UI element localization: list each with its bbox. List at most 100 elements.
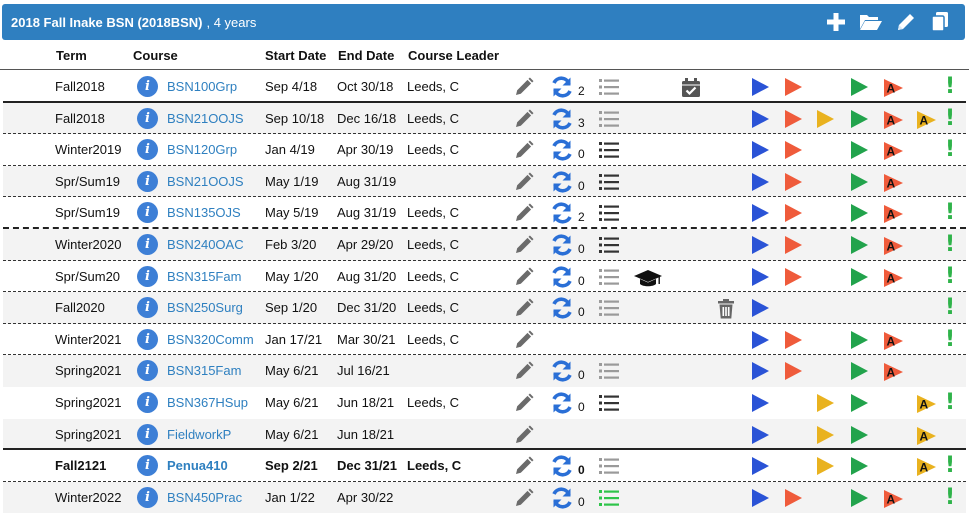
info-icon[interactable]: i xyxy=(137,297,158,319)
alert-exclamation-icon[interactable]: ! xyxy=(944,105,956,131)
course-link[interactable]: BSN315Fam xyxy=(167,268,242,284)
list-icon[interactable] xyxy=(598,489,620,510)
edit-pencil-icon[interactable] xyxy=(513,109,535,132)
play-red-a-icon[interactable]: A xyxy=(882,361,906,386)
course-link[interactable]: BSN250Surg xyxy=(167,300,243,316)
play-red-icon[interactable] xyxy=(785,330,802,349)
copy-icon[interactable] xyxy=(929,11,951,33)
sync-icon[interactable] xyxy=(549,454,575,481)
edit-pencil-icon[interactable] xyxy=(513,298,535,321)
alert-exclamation-icon[interactable]: ! xyxy=(944,326,956,352)
play-blue-icon[interactable] xyxy=(752,235,769,254)
alert-exclamation-icon[interactable]: ! xyxy=(944,295,956,321)
sync-icon[interactable] xyxy=(549,391,575,418)
play-yellow-a-icon[interactable]: A xyxy=(915,109,939,134)
edit-pencil-icon[interactable] xyxy=(513,235,535,258)
list-icon[interactable] xyxy=(598,173,620,194)
play-blue-icon[interactable] xyxy=(752,457,769,476)
course-link[interactable]: BSN240OAC xyxy=(167,236,244,252)
edit-pencil-icon[interactable] xyxy=(513,488,535,511)
course-link[interactable]: BSN320Comm xyxy=(167,331,254,347)
edit-pencil-icon[interactable] xyxy=(513,361,535,384)
info-icon[interactable]: i xyxy=(137,139,158,161)
alert-exclamation-icon[interactable]: ! xyxy=(944,389,956,415)
play-red-a-icon[interactable]: A xyxy=(882,235,906,260)
alert-exclamation-icon[interactable]: ! xyxy=(944,231,956,257)
alert-exclamation-icon[interactable]: ! xyxy=(944,484,956,510)
play-green-icon[interactable] xyxy=(851,330,868,349)
play-blue-icon[interactable] xyxy=(752,393,769,412)
play-red-a-icon[interactable]: A xyxy=(882,488,906,513)
alert-exclamation-icon[interactable]: ! xyxy=(944,74,956,99)
graduation-cap-icon[interactable] xyxy=(633,267,663,292)
list-icon[interactable] xyxy=(598,299,620,320)
play-green-icon[interactable] xyxy=(851,457,868,476)
edit-pencil-icon[interactable] xyxy=(513,456,535,479)
list-icon[interactable] xyxy=(598,236,620,257)
play-green-icon[interactable] xyxy=(851,362,868,381)
play-green-icon[interactable] xyxy=(851,141,868,160)
edit-pencil-icon[interactable] xyxy=(513,393,535,416)
play-green-icon[interactable] xyxy=(851,109,868,128)
play-red-icon[interactable] xyxy=(785,362,802,381)
info-icon[interactable]: i xyxy=(137,360,158,382)
play-yellow-a-icon[interactable]: A xyxy=(915,425,939,450)
folder-open-icon[interactable] xyxy=(859,11,883,33)
info-icon[interactable]: i xyxy=(137,455,158,477)
play-red-a-icon[interactable]: A xyxy=(882,109,906,134)
play-green-icon[interactable] xyxy=(851,78,868,96)
play-yellow-icon[interactable] xyxy=(817,109,834,128)
play-red-icon[interactable] xyxy=(785,488,802,507)
play-blue-icon[interactable] xyxy=(752,109,769,128)
info-icon[interactable]: i xyxy=(137,328,158,350)
sync-icon[interactable] xyxy=(549,107,575,134)
course-link[interactable]: BSN100Grp xyxy=(167,79,238,94)
course-link[interactable]: FieldworkP xyxy=(167,426,232,442)
sync-icon[interactable] xyxy=(549,201,575,228)
info-icon[interactable]: i xyxy=(137,265,158,287)
play-red-icon[interactable] xyxy=(785,204,802,223)
play-yellow-icon[interactable] xyxy=(817,393,834,412)
sync-icon[interactable] xyxy=(549,359,575,386)
course-link[interactable]: BSN315Fam xyxy=(167,363,242,379)
alert-exclamation-icon[interactable]: ! xyxy=(944,137,956,163)
course-link[interactable]: BSN21OOJS xyxy=(167,173,244,189)
play-blue-icon[interactable] xyxy=(752,330,769,349)
play-red-a-icon[interactable]: A xyxy=(882,330,906,355)
list-icon[interactable] xyxy=(598,457,620,478)
play-green-icon[interactable] xyxy=(851,425,868,444)
play-red-icon[interactable] xyxy=(785,172,802,191)
sync-icon[interactable] xyxy=(549,265,575,292)
play-green-icon[interactable] xyxy=(851,488,868,507)
play-green-icon[interactable] xyxy=(851,393,868,412)
play-green-icon[interactable] xyxy=(851,204,868,223)
sync-icon[interactable] xyxy=(549,75,575,102)
course-link[interactable]: BSN120Grp xyxy=(167,142,238,158)
play-blue-icon[interactable] xyxy=(752,362,769,381)
trash-icon[interactable] xyxy=(716,298,736,323)
list-icon[interactable] xyxy=(598,362,620,383)
list-icon[interactable] xyxy=(598,110,620,131)
play-green-icon[interactable] xyxy=(851,172,868,191)
edit-pencil-icon[interactable] xyxy=(513,267,535,290)
col-course[interactable]: Course xyxy=(133,48,178,63)
info-icon[interactable]: i xyxy=(137,423,158,445)
list-icon[interactable] xyxy=(598,204,620,225)
plus-icon[interactable] xyxy=(825,11,847,33)
edit-pencil-icon[interactable] xyxy=(513,77,535,100)
pencil-icon[interactable] xyxy=(895,11,917,33)
calendar-check-icon[interactable] xyxy=(633,77,702,102)
list-icon[interactable] xyxy=(598,268,620,289)
list-icon[interactable] xyxy=(598,141,620,162)
list-icon[interactable] xyxy=(598,78,620,99)
play-blue-icon[interactable] xyxy=(752,488,769,507)
edit-pencil-icon[interactable] xyxy=(513,330,535,353)
list-icon[interactable] xyxy=(598,394,620,415)
play-blue-icon[interactable] xyxy=(752,299,769,318)
edit-pencil-icon[interactable] xyxy=(513,203,535,226)
info-icon[interactable]: i xyxy=(137,391,158,413)
info-icon[interactable]: i xyxy=(137,233,158,255)
play-red-a-icon[interactable]: A xyxy=(882,140,906,165)
play-blue-icon[interactable] xyxy=(752,204,769,223)
col-course-leader[interactable]: Course Leader xyxy=(408,48,500,63)
